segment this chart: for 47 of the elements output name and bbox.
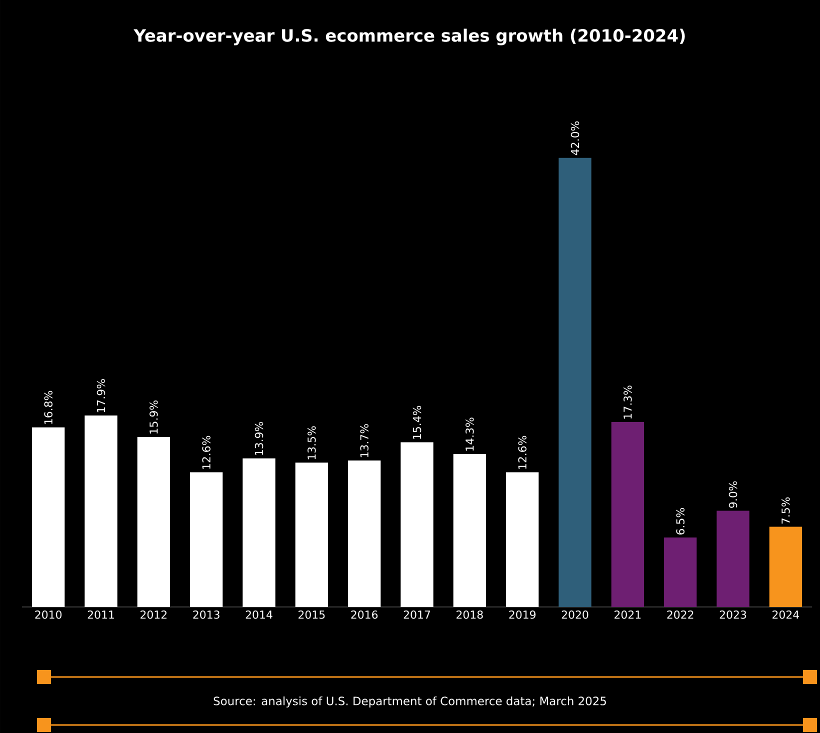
bar [242,458,276,607]
x-tick-label: 2024 [772,610,799,619]
data-label: 15.4% [412,406,422,439]
x-tick-label: 2021 [614,610,641,619]
data-label: 15.9% [150,400,158,434]
x-tick-label: 2011 [88,610,114,619]
bar [716,510,750,607]
data-label: 9.0% [728,481,738,508]
data-label: 12.6% [202,436,210,469]
x-tick-label: 2013 [193,610,220,619]
bar [400,442,434,607]
bar [558,158,592,607]
bar [295,462,328,607]
data-label: 13.9% [254,422,264,455]
x-tick-label: 2022 [667,610,694,619]
bar [190,472,223,607]
data-label: 12.6% [518,436,526,469]
x-tick-label: 2018 [456,610,483,619]
chart-title: Year-over-year U.S. ecommerce sales growth (2010-2024) [134,28,685,46]
bar [137,436,170,607]
data-label: 16.8% [44,390,52,424]
x-tick-label: 2015 [298,610,325,619]
x-tick-label: 2010 [35,610,62,619]
bar [611,422,644,607]
source-note: Source: analysis of U.S. Department of Commerce data; March 2025 [214,696,606,708]
data-label: 14.3% [466,418,474,451]
x-tick-label: 2019 [509,610,536,619]
x-tick-label: 2023 [720,610,746,619]
x-tick-label: 2012 [140,610,167,619]
data-label: 17.3% [624,386,632,419]
data-label: 13.7% [360,424,368,458]
x-tick-label: 2017 [404,610,430,619]
data-label: 17.9% [96,379,106,412]
data-label: 6.5% [676,508,684,535]
x-tick-label: 2016 [351,610,378,619]
bar [769,526,802,607]
bar [348,460,381,607]
bar [32,427,65,607]
x-tick-label: 2014 [246,610,272,619]
data-label: 7.5% [782,497,790,524]
x-tick-label: 2020 [562,610,588,619]
data-label: 13.5% [308,426,316,460]
bar [506,472,539,607]
bar [84,416,118,607]
data-label: 42.0% [570,121,580,156]
bar [664,537,697,607]
bar [453,454,486,607]
